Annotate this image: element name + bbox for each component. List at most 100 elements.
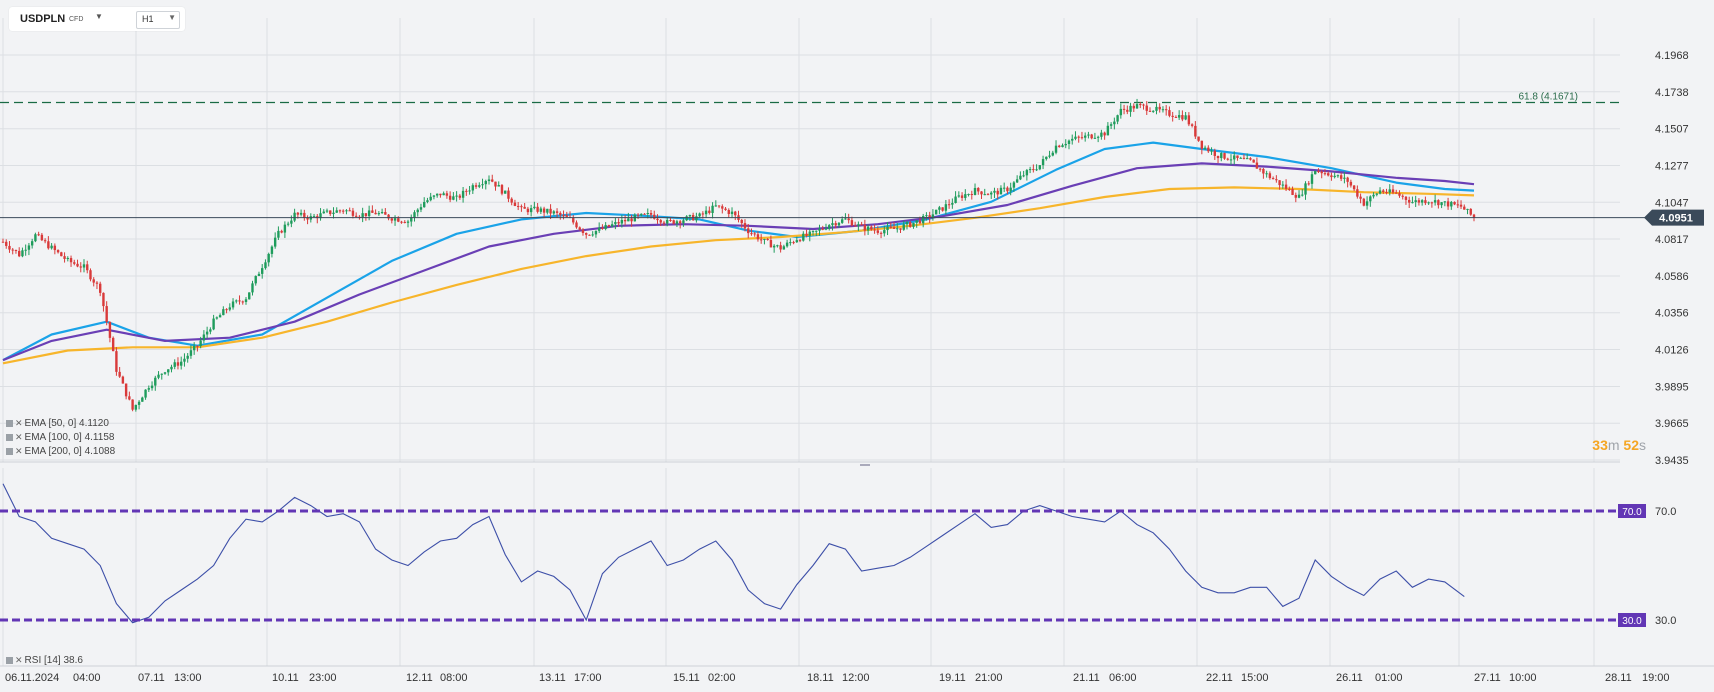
candle-body xyxy=(1249,158,1252,160)
candle-body xyxy=(335,210,338,213)
candle-body xyxy=(928,215,931,218)
candle-body xyxy=(902,224,905,230)
candle-body xyxy=(779,245,782,250)
symbol-name: USDPLN xyxy=(20,13,66,25)
candle-body xyxy=(1356,189,1359,197)
candle-body xyxy=(1446,201,1450,207)
candle-body xyxy=(1132,105,1135,109)
candle-body xyxy=(1006,187,1009,192)
candle-body xyxy=(510,198,513,203)
candles[interactable] xyxy=(1,98,1476,412)
candle-body xyxy=(776,245,779,247)
candle-body xyxy=(701,213,705,215)
candle-body xyxy=(840,219,844,223)
candle-body xyxy=(925,215,928,217)
time-axis[interactable]: 06.11.2024 04:00 07.11 13:00 10.11 23:00 12.11… xyxy=(5,672,1670,684)
panel-resize-handle[interactable] xyxy=(860,464,870,466)
candle-body xyxy=(591,234,594,236)
candle-body xyxy=(1317,171,1320,173)
candle-body xyxy=(876,230,880,233)
candle-body xyxy=(160,373,163,375)
candle-body xyxy=(494,181,497,187)
candle-body xyxy=(559,212,562,216)
candle-body xyxy=(144,389,147,398)
candle-body xyxy=(1087,134,1090,136)
price-axis[interactable]: 4.1968 4.1738 4.1507 4.1277 4.1047 4.0817 4.05… xyxy=(1655,50,1689,467)
candle-body xyxy=(69,258,73,263)
price-tick-label: 4.0356 xyxy=(1655,308,1689,320)
candle-body xyxy=(1229,159,1233,161)
candle-body xyxy=(173,362,176,367)
candle-body xyxy=(1291,189,1294,195)
candle-body xyxy=(1395,192,1398,194)
rsi-level-tag xyxy=(1618,504,1646,518)
candle-body xyxy=(231,301,235,308)
settings-icon[interactable] xyxy=(6,657,13,664)
ema-line-200 xyxy=(2,186,1475,365)
chevron-down-icon[interactable]: ▼ xyxy=(95,12,103,21)
candle-body xyxy=(296,212,300,215)
candle-body xyxy=(332,212,335,214)
candle-body xyxy=(785,242,789,247)
candle-body xyxy=(222,309,225,316)
time-tick-label: 13.11 xyxy=(539,672,566,684)
candle-body xyxy=(986,194,990,196)
ema-legend-100[interactable]: ✕ EMA [100, 0] 4.1158 xyxy=(6,431,114,444)
candle-body xyxy=(410,217,413,222)
candle-body xyxy=(1336,175,1340,177)
close-icon[interactable]: ✕ xyxy=(15,432,23,442)
candle-body xyxy=(789,242,792,244)
close-icon[interactable]: ✕ xyxy=(15,446,23,456)
candle-body xyxy=(850,220,854,226)
candle-body xyxy=(708,210,711,213)
candle-body xyxy=(354,215,358,217)
candle-body xyxy=(1420,200,1424,203)
price-tick-label: 4.1047 xyxy=(1655,197,1689,209)
candle-body xyxy=(636,214,640,216)
candle-body xyxy=(312,216,316,218)
candle-body xyxy=(601,227,604,229)
close-icon[interactable]: ✕ xyxy=(15,418,23,428)
candle-body xyxy=(47,241,50,249)
ema-legend-50[interactable]: ✕ EMA [50, 0] 4.1120 xyxy=(6,417,109,430)
candle-body xyxy=(1236,155,1239,159)
candle-body xyxy=(303,212,306,218)
settings-icon[interactable] xyxy=(6,420,13,427)
candle-body xyxy=(659,220,662,223)
candle-body xyxy=(95,282,99,284)
candle-body xyxy=(730,211,734,214)
rsi-panel[interactable]: 70.0 70.0 30.0 30.0 xyxy=(0,464,1676,627)
settings-icon[interactable] xyxy=(6,448,13,455)
rsi-legend-params: [14] xyxy=(44,655,61,666)
candle-body xyxy=(617,221,620,224)
candle-body xyxy=(572,217,575,223)
candle-body xyxy=(286,223,290,225)
candle-body xyxy=(452,196,455,200)
candle-body xyxy=(795,240,799,243)
candle-body xyxy=(1369,196,1372,202)
candle-body xyxy=(805,233,808,236)
candle-body xyxy=(704,210,708,215)
settings-icon[interactable] xyxy=(6,434,13,441)
candle-body xyxy=(1194,125,1197,137)
candle-body xyxy=(163,372,167,374)
ema-legend-200[interactable]: ✕ EMA [200, 0] 4.1088 xyxy=(6,445,115,458)
candle-body xyxy=(1220,153,1223,159)
candle-body xyxy=(128,396,131,400)
candle-body xyxy=(1330,175,1333,178)
symbol-selector[interactable]: USDPLN CFD ▼ H1 ▼ xyxy=(9,7,185,31)
candle-body xyxy=(170,366,173,370)
candle-body xyxy=(1453,201,1456,205)
close-icon[interactable]: ✕ xyxy=(15,655,23,665)
candle-body xyxy=(1456,204,1459,206)
candle-body xyxy=(264,262,267,269)
candle-body xyxy=(1314,171,1317,175)
candle-body xyxy=(202,334,206,341)
time-tick-label: 23:00 xyxy=(309,672,337,684)
timeframe-select[interactable]: H1 ▼ xyxy=(136,11,180,29)
candle-body xyxy=(1427,202,1430,204)
chevron-down-icon: ▼ xyxy=(168,13,176,22)
rsi-legend[interactable]: ✕ RSI [14] 38.6 xyxy=(6,654,83,667)
candle-body xyxy=(1028,169,1032,171)
